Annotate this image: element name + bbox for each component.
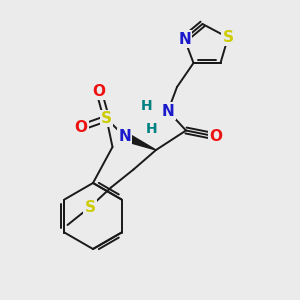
Text: O: O (92, 84, 106, 99)
Text: N: N (178, 32, 191, 46)
Text: H: H (146, 122, 157, 136)
Text: O: O (209, 129, 223, 144)
Text: N: N (118, 129, 131, 144)
Text: O: O (74, 120, 88, 135)
Polygon shape (123, 132, 156, 150)
Text: S: S (101, 111, 112, 126)
Text: S: S (223, 30, 233, 45)
Text: S: S (85, 200, 95, 214)
Text: N: N (162, 103, 174, 118)
Text: H: H (141, 100, 153, 113)
